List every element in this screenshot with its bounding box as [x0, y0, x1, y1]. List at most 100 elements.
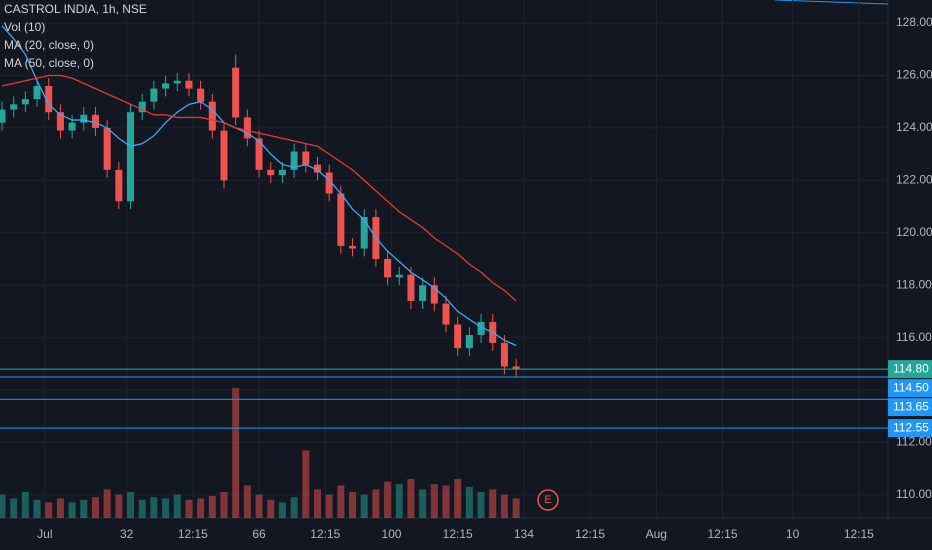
candle-body: [267, 169, 275, 176]
candle-body: [103, 127, 111, 170]
volume-bar: [465, 486, 473, 518]
volume-bar: [384, 481, 392, 518]
volume-bar: [395, 484, 403, 518]
volume-bar: [372, 489, 380, 518]
level-label: 113.65: [893, 399, 929, 413]
level-label-box: [888, 360, 932, 379]
volume-bar: [10, 498, 18, 518]
y-tick-label: 116.00: [896, 330, 932, 344]
event-label: E: [544, 494, 551, 506]
candle-body: [232, 67, 240, 118]
volume-bar: [267, 499, 275, 518]
volume-bar: [138, 499, 146, 518]
x-tick-label: 134: [514, 527, 534, 541]
volume-bar: [197, 498, 205, 518]
candle-body: [138, 101, 146, 113]
candle-body: [80, 114, 88, 123]
volume-bar: [489, 489, 497, 518]
candle-body: [278, 169, 286, 176]
volume-bar: [430, 484, 438, 518]
candle-body: [162, 83, 170, 89]
x-tick-label: 12:15: [575, 527, 605, 541]
volume-bar: [407, 479, 415, 518]
volume-bar: [220, 492, 228, 518]
candle-body: [91, 114, 99, 128]
candle-body: [302, 151, 310, 165]
ma-line: [1, 74, 517, 302]
x-tick-label: 12:15: [708, 527, 738, 541]
candle-body: [150, 88, 158, 102]
y-tick-label: 128.00: [896, 15, 932, 29]
volume-bar: [349, 492, 357, 518]
candle-body: [290, 151, 298, 170]
candle-body: [313, 164, 321, 173]
ma-line: [1, 25, 517, 347]
legend-text: CASTROL INDIA, 1h, NSE: [4, 2, 147, 16]
candle-body: [395, 274, 403, 278]
x-tick-label: 12:15: [178, 527, 208, 541]
y-tick-label: 110.00: [896, 487, 932, 501]
volume-bar: [185, 499, 193, 518]
candle-body: [384, 259, 392, 278]
volume-bar: [68, 502, 76, 518]
trend-line: [774, 0, 889, 5]
candle-body: [220, 130, 228, 181]
y-tick-label: 122.00: [896, 173, 932, 187]
candle-body: [325, 172, 333, 194]
volume-bar: [91, 497, 99, 518]
x-tick-label: 12:15: [443, 527, 473, 541]
candle-body: [419, 285, 427, 301]
candle-body: [407, 274, 415, 301]
candle-body: [512, 366, 520, 370]
candle-body: [21, 99, 29, 105]
candle-body: [33, 85, 41, 100]
candle-body: [360, 217, 368, 249]
y-tick-label: 118.00: [896, 277, 932, 291]
level-label-box: [888, 398, 932, 417]
volume-bar: [278, 502, 286, 518]
candle-body: [0, 109, 6, 123]
volume-bar: [173, 494, 181, 518]
x-tick-label: 66: [252, 527, 266, 541]
volume-bar: [442, 485, 450, 518]
volume-bar: [337, 485, 345, 518]
volume-bar: [360, 494, 368, 518]
volume-bar: [512, 498, 520, 518]
volume-bar: [0, 494, 6, 518]
level-label-box: [888, 419, 932, 438]
x-tick-label: Jul: [37, 527, 52, 541]
level-label: 114.50: [893, 380, 929, 394]
candle-body: [337, 193, 345, 246]
volume-bar: [208, 495, 216, 518]
volume-bar: [255, 494, 263, 518]
volume-bar: [477, 492, 485, 518]
candle-body: [465, 335, 473, 349]
legend-text: MA (20, close, 0): [4, 38, 94, 52]
x-tick-label: 12:15: [310, 527, 340, 541]
candle-body: [115, 169, 123, 202]
event-icon: [537, 489, 559, 511]
volume-bar: [103, 489, 111, 518]
candle-body: [185, 80, 193, 89]
candle-body: [10, 104, 18, 110]
x-tick-label: 100: [381, 527, 401, 541]
candle-body: [243, 117, 251, 139]
volume-bar: [243, 485, 251, 518]
level-label: 112.55: [893, 420, 929, 434]
y-tick-label: 112.00: [896, 435, 932, 449]
y-tick-label: 126.00: [896, 68, 932, 82]
candle-body: [56, 112, 64, 131]
y-tick-label: 120.00: [896, 225, 932, 239]
candle-body: [349, 245, 357, 249]
volume-bar: [290, 497, 298, 518]
volume-bar: [80, 499, 88, 518]
candle-body: [454, 324, 462, 349]
volume-bar: [162, 498, 170, 518]
volume-bar: [454, 479, 462, 518]
volume-bar: [21, 492, 29, 518]
legend-text: MA (50, close, 0): [4, 56, 94, 70]
volume-bar: [313, 489, 321, 518]
candle-body: [197, 88, 205, 102]
